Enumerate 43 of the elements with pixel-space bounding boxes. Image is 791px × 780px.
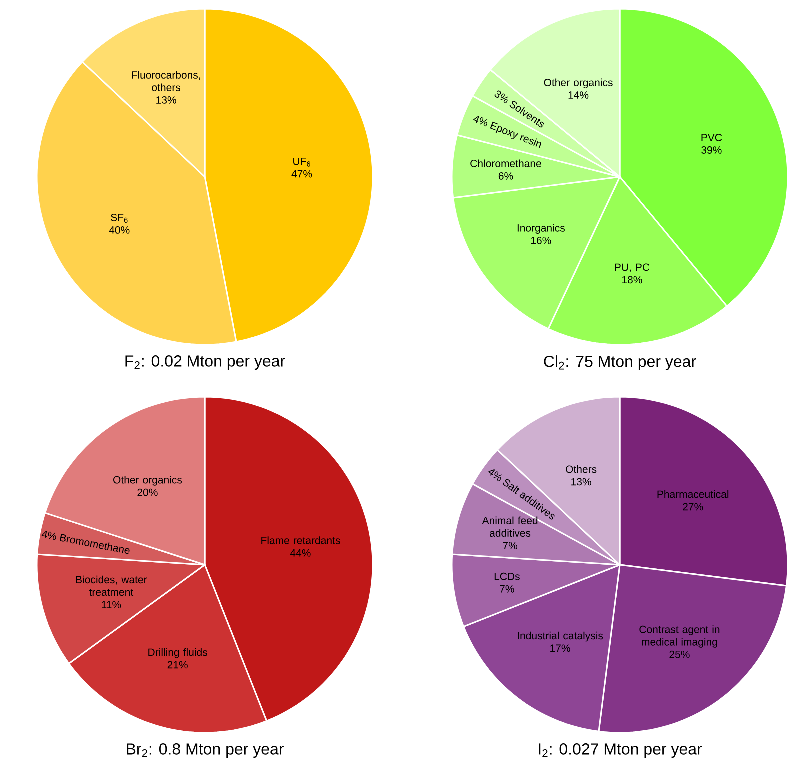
slice-label: LCDs (494, 572, 520, 580)
data-label: 18% (622, 276, 642, 284)
slice-label: Other organics (114, 476, 182, 486)
data-label: 14% (568, 92, 589, 99)
slice-label: Contrast agent in medical imaging (640, 626, 720, 648)
text: Cl$_{2}$: 75 Mton per year (544, 356, 696, 370)
data-label: 20% (138, 488, 158, 496)
data-label: 3% (494, 90, 509, 104)
slice-label: Biocides, water treatment (76, 576, 148, 596)
slice-label: Pharmaceutical (658, 490, 729, 498)
data-label: 7% (503, 542, 518, 550)
data-label: 47% (292, 170, 312, 178)
data-label: 4% (488, 470, 502, 482)
data-label: 16% (531, 236, 552, 244)
text: F$_{2}$: 0.02 Mton per year (126, 356, 286, 370)
slice-label: Industrial catalysis (518, 632, 604, 642)
slice-label: Others (566, 465, 597, 474)
data-label: 25% (670, 650, 690, 658)
text: I$_{2}$: 0.027 Mton per year (539, 744, 702, 758)
slice-label: PVC (702, 134, 722, 142)
slice-label: Fluorocarbons, others (132, 71, 200, 92)
slice-label: UF$_{6}$ (294, 158, 310, 167)
data-label: 13% (572, 478, 592, 486)
data-label: 17% (550, 644, 570, 652)
data-label: 4% (473, 116, 488, 127)
slice-label: Other organics (544, 78, 613, 89)
slice-label: Flame retardants (262, 536, 340, 544)
slice-label: Chloromethane (470, 160, 542, 168)
data-label: 7% (500, 585, 514, 593)
slice-label: Inorganics (518, 224, 566, 234)
data-label: 11% (102, 601, 122, 609)
data-label: 6% (498, 172, 514, 180)
data-label: 13% (156, 96, 176, 104)
text: Br$_{2}$: 0.8 Mton per year (127, 744, 284, 758)
data-label: 21% (168, 661, 188, 669)
data-label: 44% (290, 549, 311, 557)
data-label: 27% (683, 503, 704, 511)
data-label: 39% (702, 146, 722, 154)
slice-label: Drilling fluids (148, 648, 208, 658)
slice-label: SF$_{6}$ (111, 214, 128, 224)
data-label: 4% (42, 531, 56, 540)
data-label: 40% (109, 226, 130, 234)
slice-label: PU, PC (615, 264, 650, 272)
